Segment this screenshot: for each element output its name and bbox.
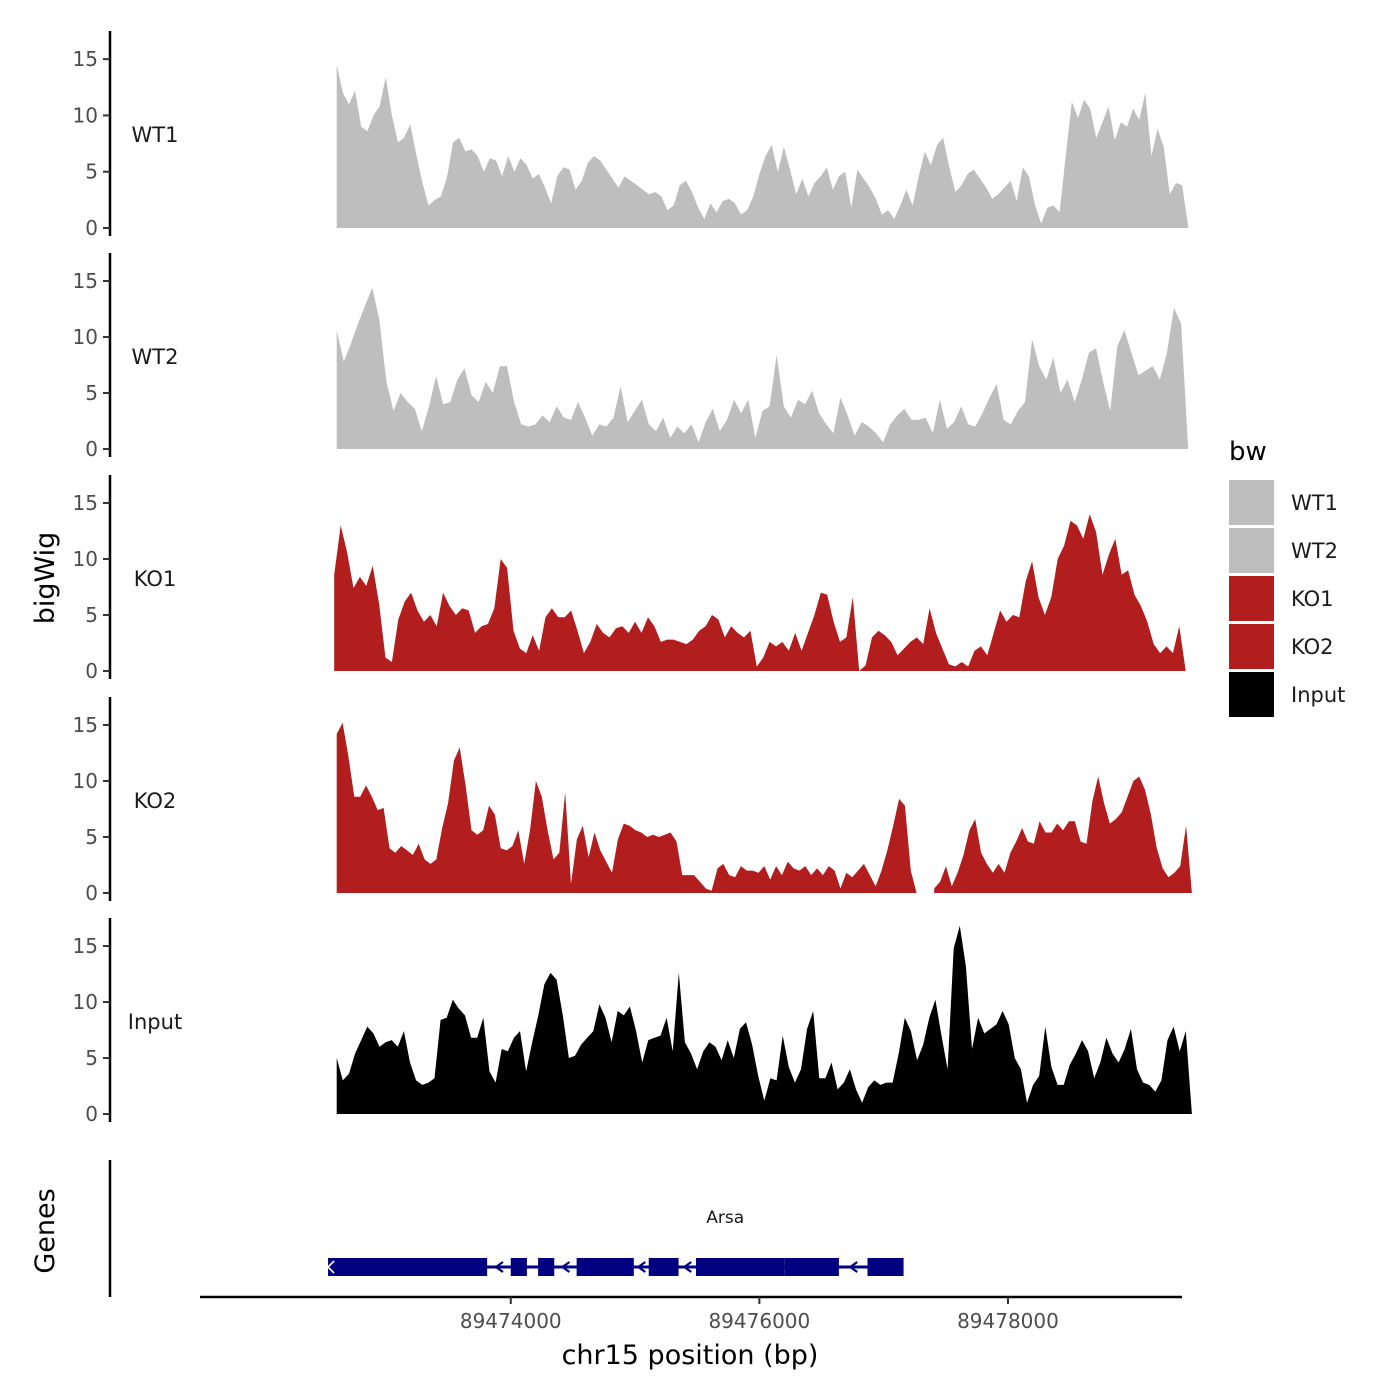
track-label-wt2: WT2 (132, 345, 179, 369)
x-tick-label: 89478000 (957, 1309, 1059, 1333)
y-axis-title: bigWig (30, 532, 61, 625)
legend-key-wt2 (1229, 528, 1274, 573)
gene-exon (784, 1258, 839, 1276)
strand-chevron-icon (848, 1261, 858, 1273)
legend-key-ko2 (1229, 624, 1274, 669)
track-label-input: Input (128, 1010, 182, 1034)
track-ko1: 0 5 10 15 KO1 (73, 475, 1186, 683)
coverage-area-ko1 (334, 514, 1186, 671)
track-input: 0 5 10 15 Input (73, 918, 1192, 1126)
track-label-ko1: KO1 (134, 567, 177, 591)
y-tick-label: 15 (73, 713, 98, 737)
legend-label-ko1: KO1 (1291, 587, 1334, 611)
y-tick-label: 5 (85, 160, 98, 184)
y-tick-label: 0 (85, 1102, 98, 1126)
gene-exon (867, 1258, 904, 1276)
coverage-area-ko2 (336, 722, 917, 893)
y-tick-label: 0 (85, 881, 98, 905)
gene-exon (576, 1258, 634, 1276)
y-tick-label: 10 (73, 325, 98, 349)
gene-exon (538, 1258, 555, 1276)
track-wt1: 0 5 10 15 WT1 (73, 31, 1189, 240)
strand-chevron-icon (494, 1261, 504, 1273)
tracks-group: 0 5 10 15 WT1 0 5 10 15 WT2 0 5 10 15 KO1 0 5 10 15 KO2 0 5 10… (73, 31, 1192, 1126)
y-tick-label: 10 (73, 547, 98, 571)
y-tick-label: 5 (85, 1046, 98, 1070)
legend-key-ko1 (1229, 576, 1274, 621)
strand-chevron-icon (682, 1261, 692, 1273)
y-tick-label: 0 (85, 659, 98, 683)
strand-chevron-icon (326, 1260, 335, 1274)
gene-exon (695, 1258, 785, 1276)
coverage-area-ko2 (934, 776, 1192, 893)
strand-chevron-icon (636, 1261, 646, 1273)
legend: bw WT1 WT2 KO1 KO2 Input (1229, 437, 1345, 717)
gene-exon (648, 1258, 679, 1276)
legend-key-wt1 (1229, 480, 1274, 525)
x-tick-label: 89476000 (708, 1309, 810, 1333)
gene-exon (328, 1258, 488, 1276)
x-tick-label: 89474000 (460, 1309, 562, 1333)
strand-chevron-icon (560, 1261, 571, 1273)
legend-label-ko2: KO2 (1291, 635, 1334, 659)
y-tick-label: 5 (85, 825, 98, 849)
coverage-area-wt2 (336, 287, 1189, 449)
y-tick-label: 5 (85, 381, 98, 405)
legend-label-input: Input (1291, 683, 1345, 707)
y-tick-label: 15 (73, 47, 98, 71)
y-tick-label: 0 (85, 216, 98, 240)
gene-exon (510, 1258, 527, 1276)
y-tick-label: 15 (73, 491, 98, 515)
y-tick-label: 10 (73, 990, 98, 1014)
track-label-ko2: KO2 (134, 789, 177, 813)
gene-track: Arsa (108, 1160, 904, 1297)
coverage-area-wt1 (336, 64, 1189, 228)
track-ko2: 0 5 10 15 KO2 (73, 697, 1192, 905)
x-axis: 89474000 89476000 89478000 (200, 1295, 1182, 1333)
gene-name-label: Arsa (706, 1208, 744, 1228)
y-tick-label: 10 (73, 103, 98, 127)
genes-axis-label: Genes (30, 1188, 61, 1273)
y-tick-label: 15 (73, 269, 98, 293)
legend-key-input (1229, 672, 1274, 717)
legend-label-wt1: WT1 (1291, 491, 1338, 515)
legend-title: bw (1229, 437, 1267, 467)
y-tick-label: 15 (73, 934, 98, 958)
track-wt2: 0 5 10 15 WT2 (73, 253, 1189, 461)
y-tick-label: 10 (73, 769, 98, 793)
coverage-area-input (336, 925, 1192, 1114)
y-tick-label: 5 (85, 603, 98, 627)
x-axis-title: chr15 position (bp) (562, 1340, 819, 1371)
track-label-wt1: WT1 (132, 123, 179, 147)
legend-label-wt2: WT2 (1291, 539, 1338, 563)
y-tick-label: 0 (85, 437, 98, 461)
